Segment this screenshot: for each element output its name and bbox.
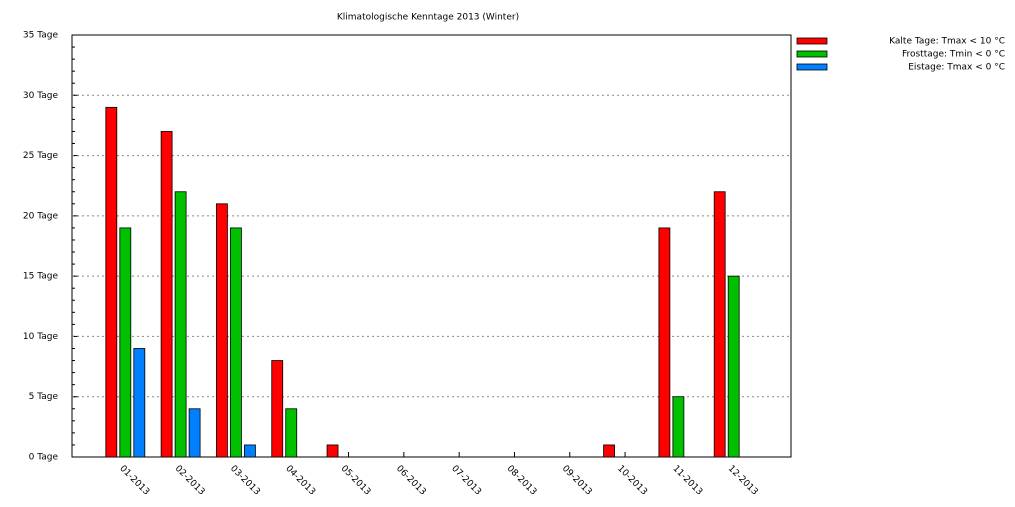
legend-swatch: [796, 50, 828, 58]
y-tick-label: 10 Tage: [23, 332, 59, 342]
y-tick-label: 5 Tage: [29, 392, 59, 402]
y-tick-label: 35 Tage: [23, 31, 59, 41]
bar: [119, 227, 132, 458]
bar: [160, 131, 173, 458]
bar: [672, 396, 685, 458]
x-tick-label: 05-2013: [339, 464, 373, 498]
bar: [326, 444, 339, 458]
y-tick-label: 30 Tage: [23, 91, 59, 101]
legend-label: Kalte Tage: Tmax < 10 °C: [889, 37, 1005, 47]
y-tick-label: 20 Tage: [23, 211, 59, 221]
bar: [174, 191, 187, 458]
x-tick-label: 11-2013: [670, 464, 704, 498]
y-tick-label: 0 Tage: [29, 453, 59, 463]
bar: [244, 444, 256, 458]
bar: [658, 227, 671, 458]
x-tick-label: 12-2013: [726, 464, 760, 498]
chart-title: Klimatologische Kenntage 2013 (Winter): [337, 13, 519, 23]
bar: [603, 444, 615, 458]
x-tick-label: 04-2013: [283, 464, 317, 498]
y-tick-label: 25 Tage: [23, 151, 59, 161]
x-tick-label: 03-2013: [228, 464, 262, 498]
x-tick-label: 10-2013: [615, 464, 649, 498]
x-tick-label: 01-2013: [117, 464, 151, 498]
bar: [133, 348, 146, 458]
plot-frame: [71, 34, 792, 458]
x-tick-label: 07-2013: [449, 464, 483, 498]
bar: [105, 106, 118, 458]
bar: [727, 275, 740, 458]
bar: [713, 191, 726, 458]
x-tick-label: 08-2013: [505, 464, 539, 498]
bar: [230, 227, 242, 458]
x-tick-label: 09-2013: [560, 464, 594, 498]
bar: [271, 360, 284, 458]
bar: [188, 408, 201, 458]
x-tick-label: 02-2013: [173, 464, 207, 498]
legend-label: Frosttage: Tmin < 0 °C: [902, 50, 1005, 60]
legend-label: Eistage: Tmax < 0 °C: [908, 63, 1005, 73]
y-tick-label: 15 Tage: [23, 272, 59, 282]
bar: [285, 408, 298, 458]
legend-swatch: [796, 37, 828, 45]
x-tick-label: 06-2013: [394, 464, 428, 498]
legend-swatch: [796, 63, 828, 71]
bar: [216, 203, 228, 458]
